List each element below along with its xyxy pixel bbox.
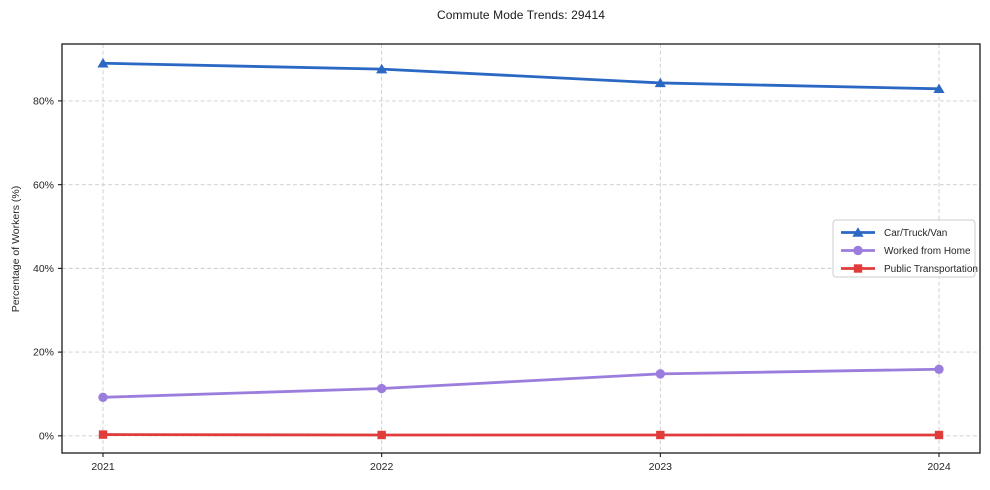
legend: Car/Truck/Van Worked from Home Public Tran… [832,219,978,278]
data-point-circle [853,245,863,256]
data-point-circle [376,383,387,394]
y-tick-label: 0% [39,430,54,442]
y-axis-label: Percentage of Workers (%) [10,185,22,313]
legend-label: Car/Truck/Van [884,228,947,239]
series-line [101,367,941,399]
data-point-circle [98,392,108,403]
chart-title: Commute Mode Trends: 29414 [436,8,606,22]
x-tick-label: 2022 [370,461,394,473]
data-point-square [934,430,944,440]
legend-label: Worked from Home [884,246,971,257]
series-line [101,61,941,91]
x-tick-label: 2023 [649,461,673,473]
y-tick-label: 60% [33,179,54,191]
x-tick-label: 2021 [91,461,115,473]
data-point-triangle [97,58,109,68]
legend-item: Public Transportation [841,264,978,275]
y-tick-label: 80% [33,96,54,108]
gridlines [62,44,980,453]
series-public-transportation [98,430,944,440]
data-point-square [377,430,386,440]
x-tick-label: 2024 [927,461,951,473]
legend-label: Public Transportation [884,264,978,275]
y-tick-label: 20% [33,347,54,359]
data-point-square [656,430,665,440]
axes-spines [61,43,981,454]
y-tick-label: 40% [33,263,54,275]
data-point-triangle [654,77,666,88]
data-point-circle [934,364,944,374]
data-point-square [98,430,108,439]
legend-item: Car/Truck/Van [841,227,947,239]
axis-tick-labels: 0% 20% 40% 60% 80% 2021 2022 2023 2024 [33,96,951,473]
legend-box [832,219,976,278]
data-point-triangle [376,63,388,74]
legend-item: Worked from Home [841,245,971,257]
data-point-square [853,264,863,273]
series-car-truck-van [97,58,945,93]
data-point-triangle [933,83,945,93]
data-point-circle [655,369,666,379]
series-worked-from-home [98,364,944,403]
data-point-triangle [852,227,864,237]
axis-ticks [58,100,940,457]
